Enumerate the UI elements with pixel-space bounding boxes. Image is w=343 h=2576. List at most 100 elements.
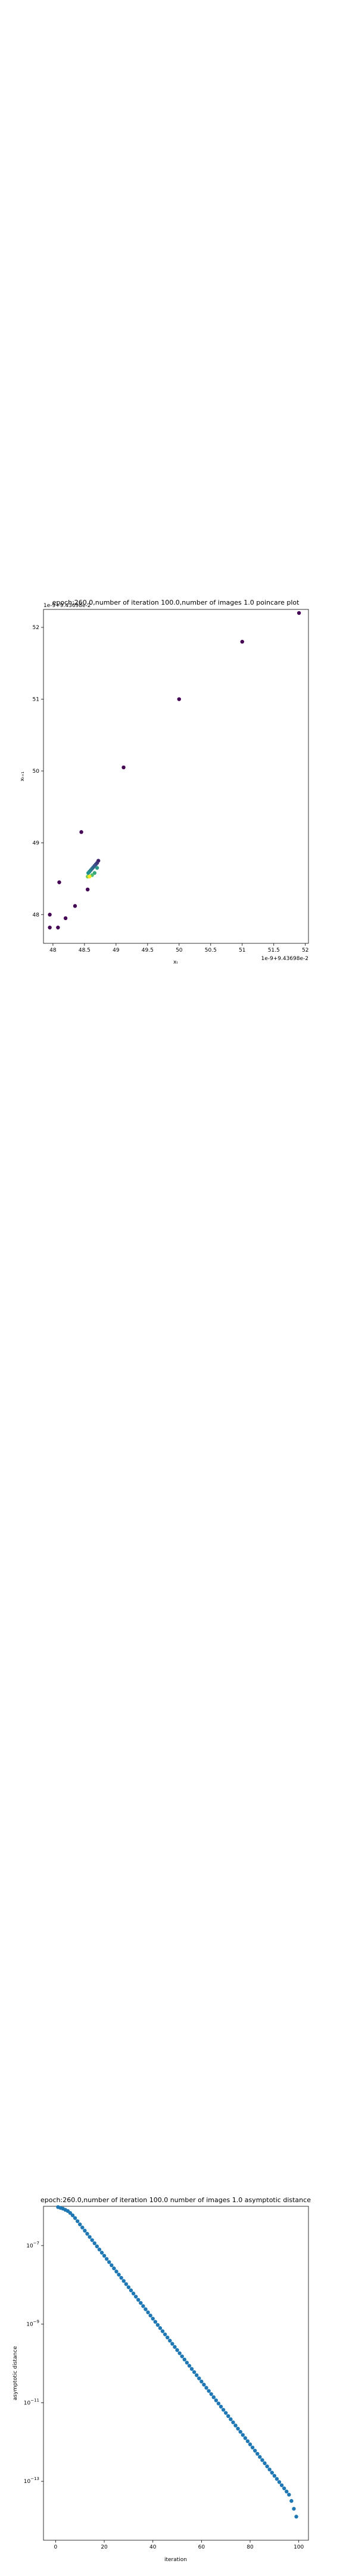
x-tick-label: 100 [294, 2544, 304, 2550]
data-point [75, 2219, 80, 2224]
data-points [56, 2205, 298, 2519]
data-point [173, 2345, 177, 2349]
data-point [48, 925, 52, 930]
data-point [223, 2411, 228, 2415]
hidden-layer-plot: epoch:260.0,number of iteration 100.0 nu… [0, 1902, 343, 2284]
data-point [85, 2231, 89, 2236]
chart-title: epoch:260.0,number of iteration 100.0,nu… [52, 599, 300, 606]
plot-frame [43, 609, 309, 944]
data-point [166, 2335, 170, 2340]
data-point [107, 2260, 111, 2264]
y-axis-ticks: 48 49 50 51 52 [33, 625, 43, 918]
data-point [88, 874, 92, 879]
data-point [92, 871, 97, 875]
data-point [279, 2483, 284, 2487]
data-point [68, 2211, 73, 2215]
y-tick-label: 52 [33, 625, 39, 631]
y-tick-label: 48 [33, 912, 40, 918]
data-point [78, 2222, 82, 2227]
data-point [95, 866, 99, 870]
data-point [141, 2304, 145, 2308]
y-tick-label: 10−11 [24, 2398, 39, 2406]
data-point [282, 2486, 286, 2491]
data-point [104, 2257, 109, 2261]
data-point [133, 2295, 138, 2299]
data-point [80, 2225, 85, 2230]
data-point [214, 2398, 219, 2402]
y-axis-label: xₜ₊₁ [20, 771, 26, 781]
x-axis-ticks: 48 48.5 49 49.5 50 50.5 51 51.5 52 [49, 943, 308, 953]
data-point [121, 765, 126, 770]
data-point [126, 2285, 131, 2289]
data-point [110, 2263, 114, 2268]
data-point [170, 2342, 174, 2346]
data-point [168, 2339, 172, 2343]
data-point [139, 2301, 143, 2305]
x-tick-label: 40 [149, 2544, 157, 2550]
y-tick-label: 10−7 [26, 2241, 39, 2249]
data-point [151, 2317, 155, 2321]
data-point [219, 2404, 223, 2409]
data-point [56, 925, 60, 930]
data-point [158, 2326, 163, 2330]
x-offset-text: 1e-9+9.43698e-2 [261, 956, 308, 962]
y-tick-label: 10−9 [26, 2320, 39, 2328]
data-point [79, 830, 83, 834]
x-tick-label: 20 [101, 2544, 108, 2550]
data-point [252, 2448, 257, 2453]
data-point [248, 2442, 252, 2447]
data-point [231, 2420, 235, 2425]
data-point [88, 2235, 92, 2239]
poincare-plot: epoch:260.0,number of iteration 100.0,nu… [20, 599, 308, 965]
data-point [180, 2354, 184, 2358]
data-point [209, 2392, 213, 2397]
x-tick-label: 80 [247, 2544, 254, 2550]
data-point [175, 2348, 179, 2352]
data-point [85, 887, 90, 891]
data-point [182, 2357, 186, 2362]
data-point [121, 2278, 126, 2283]
data-point [297, 611, 301, 615]
data-point [117, 2272, 121, 2277]
data-point [129, 2288, 133, 2293]
data-point [153, 2320, 157, 2324]
data-point [287, 2493, 291, 2497]
data-point [119, 2275, 123, 2280]
data-point [114, 2270, 119, 2274]
data-point [131, 2292, 136, 2296]
y-offset-text: 1e-9+9.43698e-2 [43, 603, 91, 609]
data-point [216, 2401, 221, 2405]
data-point [144, 2307, 148, 2311]
data-point [73, 2216, 77, 2220]
x-tick-label: 60 [198, 2544, 205, 2550]
data-point [177, 2351, 182, 2355]
data-point [221, 2408, 226, 2412]
data-point [187, 2364, 192, 2368]
data-point [136, 2298, 141, 2302]
asymptotic-distance-plot: epoch:260.0,number of iteration 100.0 nu… [13, 2196, 311, 2563]
data-point [229, 2417, 233, 2422]
data-point [192, 2370, 197, 2374]
data-point [148, 2313, 152, 2318]
y-tick-label: 50 [33, 769, 40, 775]
data-point [83, 2228, 87, 2233]
y-axis-ticks: 10−7 10−9 10−11 10−13 [24, 2241, 43, 2485]
y-tick-label: 51 [33, 697, 39, 703]
data-point [202, 2382, 206, 2387]
data-point [255, 2451, 260, 2456]
data-point [265, 2464, 269, 2469]
x-tick-label: 50.5 [205, 948, 217, 953]
data-point [112, 2266, 116, 2271]
data-point [195, 2373, 199, 2377]
x-tick-label: 48.5 [79, 948, 91, 953]
data-point [294, 2515, 298, 2519]
data-point [272, 2473, 277, 2478]
data-point [57, 880, 61, 884]
data-point [73, 904, 77, 908]
data-point [226, 2414, 230, 2419]
x-tick-label: 50 [176, 948, 183, 953]
data-point [285, 2490, 289, 2494]
data-point [243, 2436, 248, 2440]
x-axis-label: xₜ [173, 959, 178, 965]
data-point [146, 2310, 150, 2315]
